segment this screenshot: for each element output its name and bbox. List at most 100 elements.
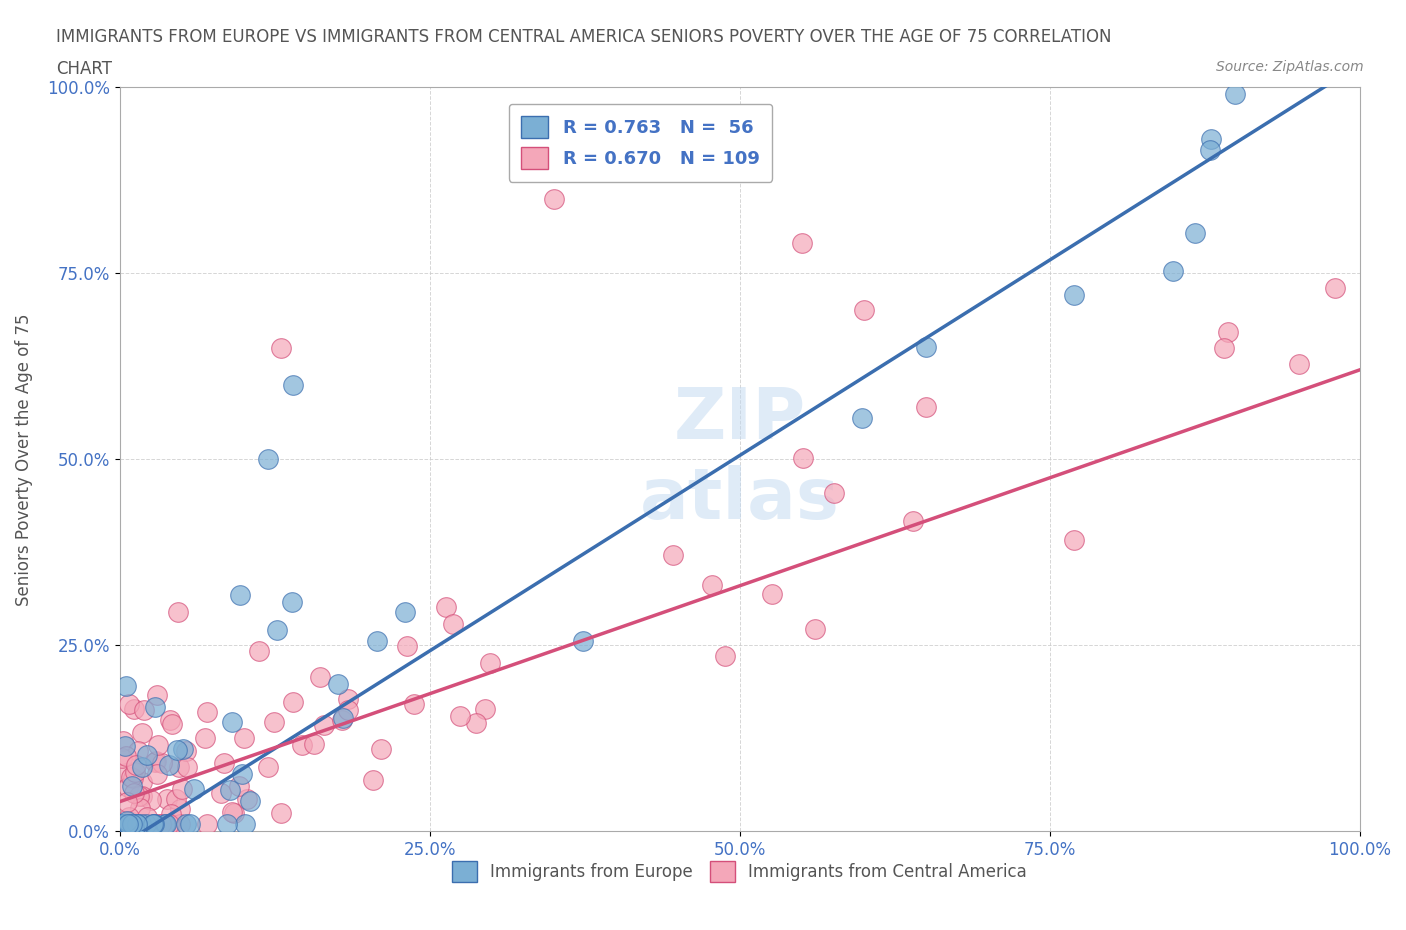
Point — [1218, 325, 1240, 339]
Point — [111, 817, 134, 831]
Point — [761, 587, 783, 602]
Point — [143, 754, 166, 769]
Point — [170, 781, 193, 796]
Point — [1063, 533, 1085, 548]
Point — [166, 743, 188, 758]
Point — [169, 817, 191, 831]
Point — [233, 817, 256, 831]
Point — [114, 766, 136, 781]
Point — [464, 715, 486, 730]
Point — [146, 766, 169, 781]
Point — [1199, 132, 1222, 147]
Point — [247, 644, 270, 658]
Point — [120, 769, 142, 784]
Point — [222, 805, 245, 820]
Point — [394, 604, 416, 619]
Point — [235, 792, 257, 807]
Point — [474, 702, 496, 717]
Point — [270, 340, 292, 355]
Point — [134, 817, 156, 831]
Point — [143, 817, 166, 831]
Point — [121, 779, 143, 794]
Point — [212, 755, 235, 770]
Point — [221, 715, 243, 730]
Point — [135, 809, 157, 824]
Point — [713, 648, 735, 663]
Point — [136, 817, 159, 831]
Point — [131, 817, 153, 831]
Point — [159, 712, 181, 727]
Point — [139, 793, 162, 808]
Point — [330, 712, 353, 727]
Text: IMMIGRANTS FROM EUROPE VS IMMIGRANTS FROM CENTRAL AMERICA SENIORS POVERTY OVER T: IMMIGRANTS FROM EUROPE VS IMMIGRANTS FRO… — [56, 28, 1112, 46]
Point — [361, 772, 384, 787]
Point — [217, 817, 239, 831]
Point — [281, 594, 304, 609]
Point — [114, 738, 136, 753]
Point — [115, 794, 138, 809]
Point — [166, 604, 188, 619]
Point — [1323, 281, 1346, 296]
Point — [114, 817, 136, 831]
Point — [1199, 142, 1222, 157]
Point — [702, 578, 724, 592]
Point — [121, 817, 143, 831]
Point — [326, 676, 349, 691]
Point — [1223, 86, 1246, 101]
Point — [1161, 263, 1184, 278]
Point — [115, 817, 138, 831]
Point — [122, 771, 145, 786]
Point — [122, 702, 145, 717]
Point — [270, 805, 292, 820]
Point — [125, 757, 148, 772]
Point — [396, 639, 419, 654]
Point — [124, 764, 146, 779]
Point — [257, 452, 280, 467]
Point — [572, 633, 595, 648]
Point — [117, 817, 139, 831]
Point — [122, 817, 145, 831]
Text: Source: ZipAtlas.com: Source: ZipAtlas.com — [1216, 60, 1364, 74]
Text: CHART: CHART — [56, 60, 112, 78]
Point — [165, 791, 187, 806]
Point — [155, 817, 177, 831]
Point — [823, 485, 845, 500]
Point — [478, 656, 501, 671]
Point — [136, 748, 159, 763]
Point — [115, 678, 138, 693]
Point — [662, 547, 685, 562]
Point — [145, 687, 167, 702]
Point — [114, 817, 136, 831]
Point — [194, 731, 217, 746]
Point — [129, 817, 152, 831]
Point — [404, 697, 426, 711]
Point — [128, 788, 150, 803]
Point — [156, 791, 179, 806]
Point — [118, 813, 141, 828]
Point — [263, 715, 285, 730]
Point — [120, 817, 142, 831]
Point — [131, 775, 153, 790]
Point — [127, 743, 149, 758]
Point — [852, 303, 875, 318]
Point — [131, 760, 153, 775]
Point — [142, 817, 165, 831]
Point — [195, 817, 218, 831]
Point — [142, 817, 165, 831]
Point — [111, 751, 134, 765]
Point — [174, 817, 197, 831]
Point — [155, 817, 177, 831]
Point — [145, 753, 167, 768]
Point — [901, 513, 924, 528]
Point — [135, 817, 157, 831]
Point — [149, 817, 172, 831]
Point — [233, 730, 256, 745]
Point — [142, 817, 165, 831]
Y-axis label: Seniors Poverty Over the Age of 75: Seniors Poverty Over the Age of 75 — [15, 313, 32, 605]
Point — [790, 236, 813, 251]
Point — [312, 717, 335, 732]
Point — [118, 817, 141, 831]
Point — [174, 743, 197, 758]
Point — [115, 817, 138, 831]
Point — [229, 588, 252, 603]
